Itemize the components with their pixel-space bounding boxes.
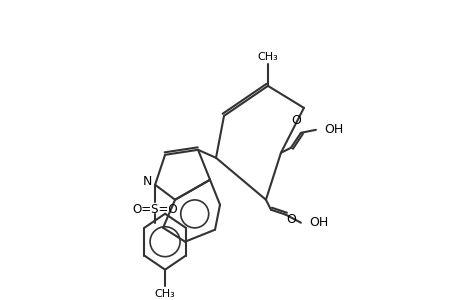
Text: O=S=O: O=S=O [132, 203, 178, 216]
Text: CH₃: CH₃ [154, 289, 175, 298]
Text: OH: OH [308, 216, 327, 229]
Text: O: O [291, 114, 300, 127]
Text: OH: OH [323, 123, 342, 136]
Text: N: N [142, 175, 151, 188]
Text: CH₃: CH₃ [257, 52, 278, 62]
Text: O: O [285, 213, 295, 226]
